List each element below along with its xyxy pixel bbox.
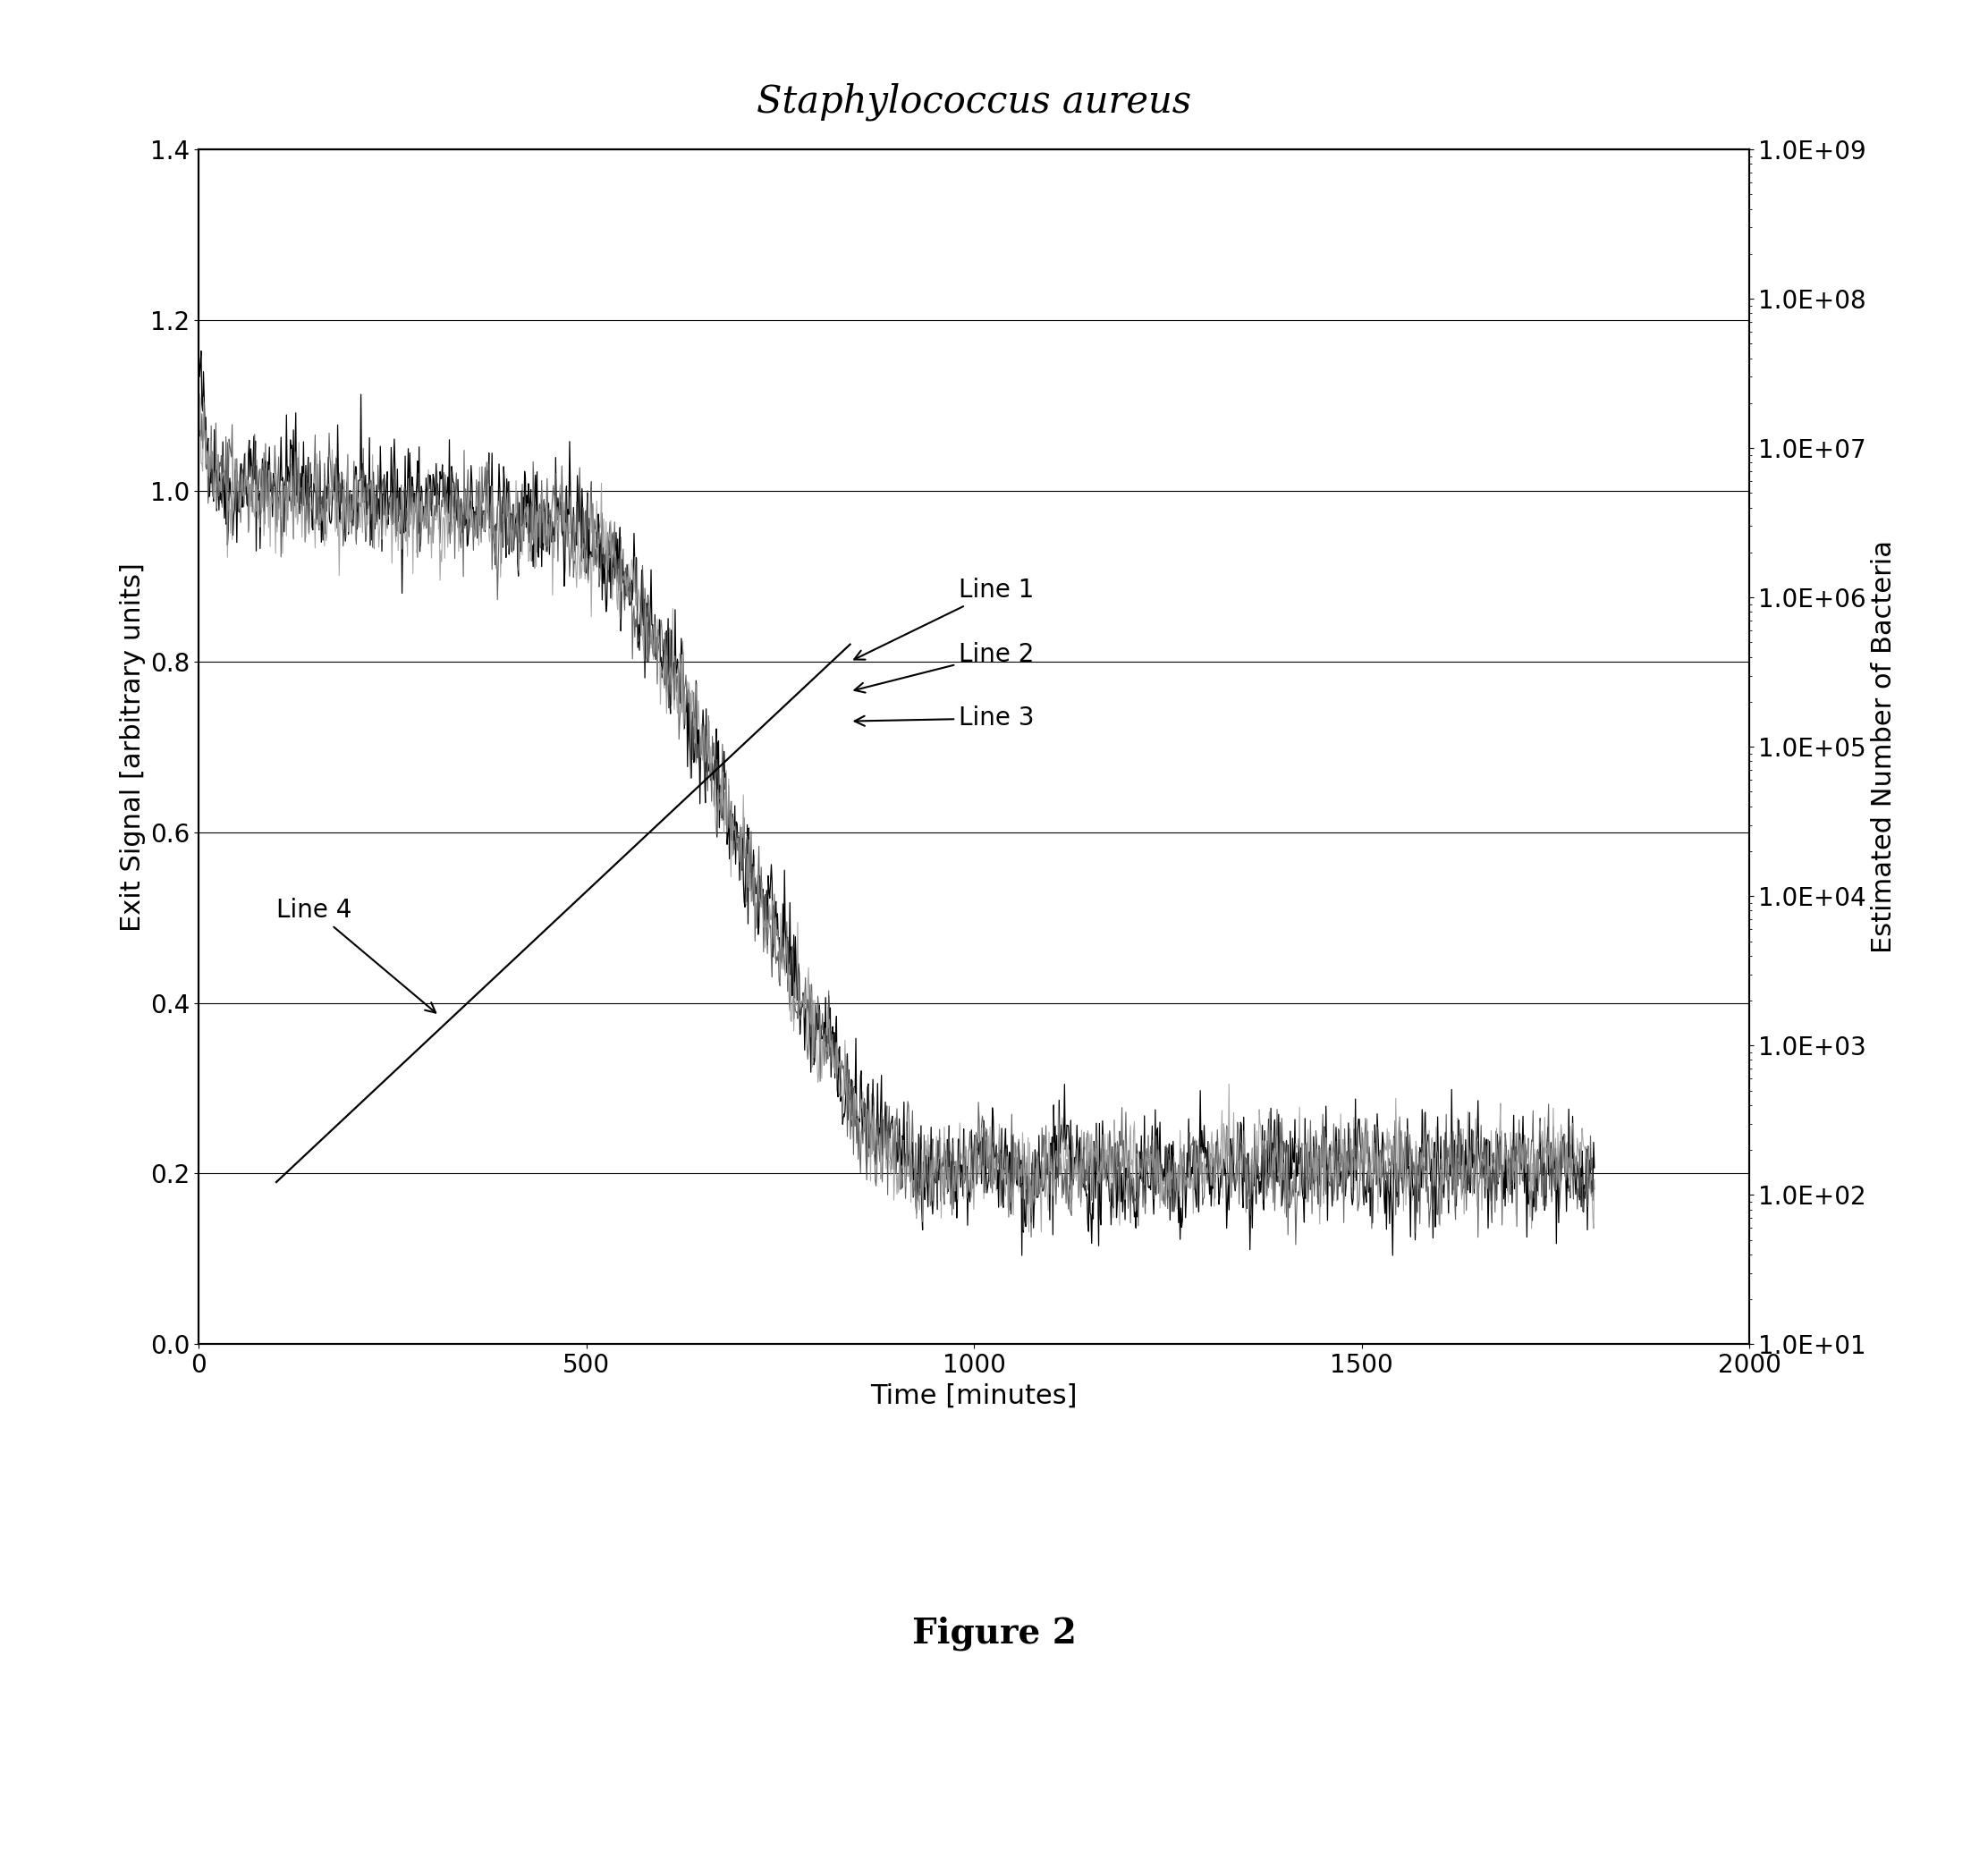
Text: Line 2: Line 2 [855, 642, 1034, 693]
Text: Line 1: Line 1 [855, 577, 1034, 659]
Title: Staphylococcus aureus: Staphylococcus aureus [757, 82, 1191, 121]
Text: Figure 2: Figure 2 [912, 1617, 1076, 1650]
Y-axis label: Exit Signal [arbitrary units]: Exit Signal [arbitrary units] [119, 562, 145, 932]
Y-axis label: Estimated Number of Bacteria: Estimated Number of Bacteria [1871, 540, 1897, 954]
X-axis label: Time [minutes]: Time [minutes] [871, 1383, 1077, 1410]
Text: Line 3: Line 3 [855, 706, 1034, 730]
Text: Line 4: Line 4 [276, 898, 435, 1012]
